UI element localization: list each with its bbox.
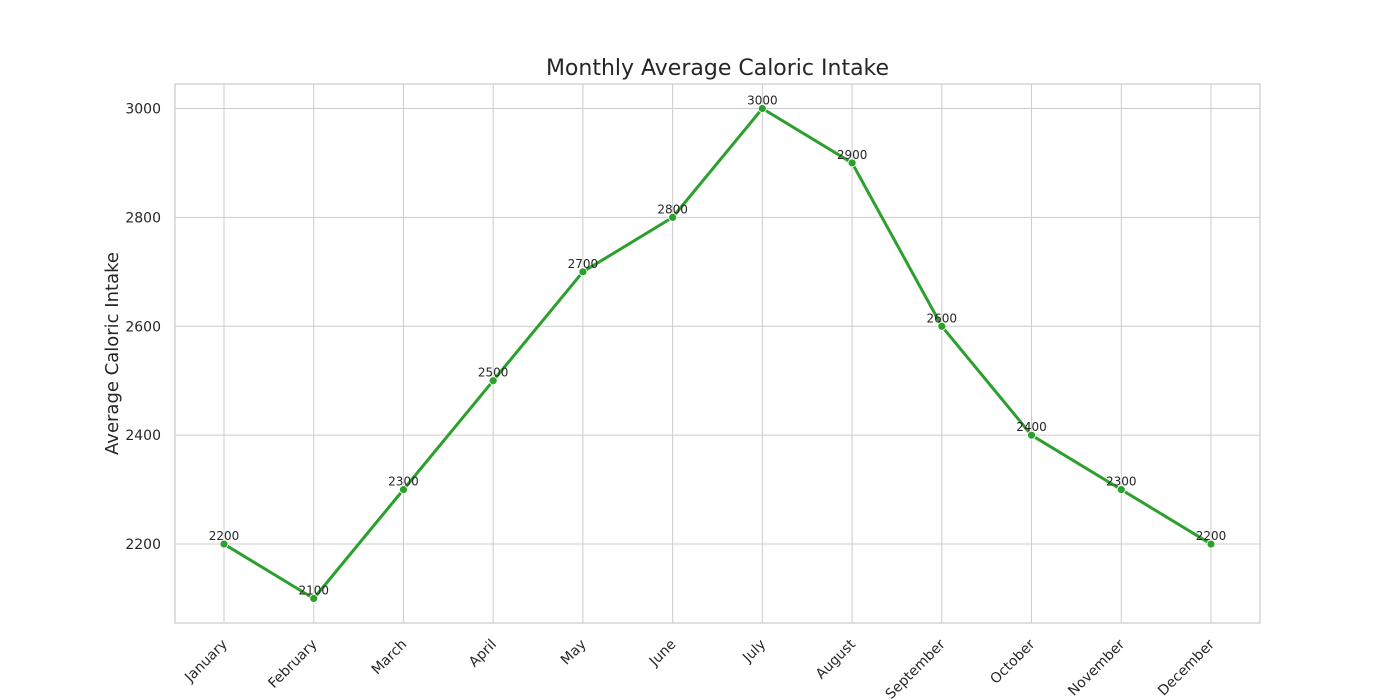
data-label: 2900 — [837, 148, 868, 162]
data-label: 2400 — [1016, 420, 1047, 434]
data-labels: 2200 2100 2300 2500 2700 2800 3000 2900 2600 2400… — [209, 94, 1227, 598]
series-group — [219, 104, 1216, 603]
x-tick-label: June — [646, 637, 680, 671]
x-tick-label: April — [466, 637, 500, 671]
data-point — [757, 104, 767, 113]
data-point — [399, 485, 408, 495]
y-tick-label: 3000 — [125, 102, 161, 118]
x-tick-label: May — [558, 637, 590, 669]
y-tick-label: 2400 — [125, 428, 161, 444]
chart-title: Monthly Average Caloric Intake — [546, 56, 889, 81]
x-tick-label: March — [369, 637, 410, 678]
y-tick-labels: 2200 2400 2600 2800 3000 — [125, 102, 161, 554]
data-point — [847, 158, 857, 168]
data-label: 2500 — [478, 366, 509, 380]
y-axis-label: Average Caloric Intake — [102, 252, 123, 455]
data-label: 2600 — [927, 311, 958, 325]
x-tick-label: January — [181, 637, 231, 687]
x-tick-label: February — [265, 637, 320, 692]
series-line — [222, 107, 1213, 600]
data-point — [1027, 430, 1036, 440]
data-label: 2100 — [298, 584, 329, 598]
x-tick-labels: January February March April May June July Augu… — [181, 636, 1218, 700]
x-tick-label: September — [883, 636, 949, 700]
data-point — [578, 267, 588, 277]
data-point — [937, 321, 947, 331]
data-point — [219, 539, 229, 549]
data-label: 2200 — [209, 529, 240, 543]
data-point — [1206, 539, 1216, 549]
y-tick-label: 2800 — [125, 210, 161, 226]
data-point — [1116, 485, 1126, 495]
data-point — [488, 376, 498, 386]
data-label: 2200 — [1196, 529, 1227, 543]
data-label: 2800 — [657, 202, 688, 216]
plot-frame — [174, 83, 1261, 624]
data-point — [309, 594, 319, 603]
data-point — [668, 212, 678, 222]
x-tick-label: November — [1065, 636, 1128, 699]
data-label: 2300 — [388, 475, 419, 489]
data-label: 2700 — [568, 257, 599, 271]
gridlines — [175, 84, 1260, 623]
x-tick-label: October — [987, 636, 1038, 687]
x-tick-label: August — [813, 636, 859, 682]
y-tick-label: 2200 — [125, 537, 161, 553]
x-tick-label: July — [739, 637, 769, 667]
x-tick-label: December — [1155, 636, 1218, 699]
y-tick-label: 2600 — [125, 319, 161, 335]
data-label: 3000 — [747, 94, 778, 108]
data-label: 2300 — [1106, 475, 1137, 489]
